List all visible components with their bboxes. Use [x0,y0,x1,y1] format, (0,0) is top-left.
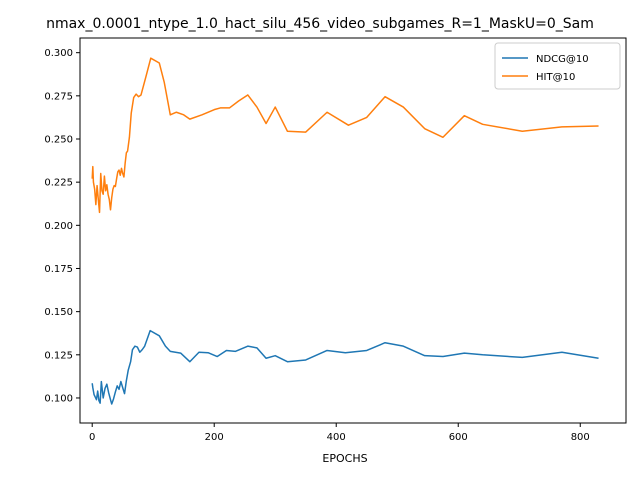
y-tick-label: 0.250 [44,134,73,145]
chart-title: nmax_0.0001_ntype_1.0_hact_silu_456_vide… [46,16,594,32]
y-tick-label: 0.275 [44,91,73,102]
legend-box [494,42,621,90]
x-tick-label: 200 [205,432,224,443]
x-tick-label: 800 [571,432,590,443]
x-axis-label: EPOCHS [322,452,367,465]
legend: NDCG@10 HIT@10 [494,42,621,90]
series-line-hit-10 [91,57,599,214]
y-tick-label: 0.125 [44,350,73,361]
legend-label: NDCG@10 [536,54,589,65]
series-line-ndcg-10 [91,329,599,405]
legend-label: HIT@10 [536,72,575,83]
y-tick-label: 0.100 [44,393,73,404]
x-tick-label: 600 [449,432,468,443]
y-tick-label: 0.225 [44,178,73,189]
x-tick-label: 400 [327,432,346,443]
y-tick-label: 0.150 [44,307,73,318]
y-tick-label: 0.300 [44,48,73,59]
plot-frame [79,37,627,424]
y-tick-label: 0.200 [44,221,73,232]
y-tick-label: 0.175 [44,264,73,275]
x-tick-label: 0 [89,432,95,443]
